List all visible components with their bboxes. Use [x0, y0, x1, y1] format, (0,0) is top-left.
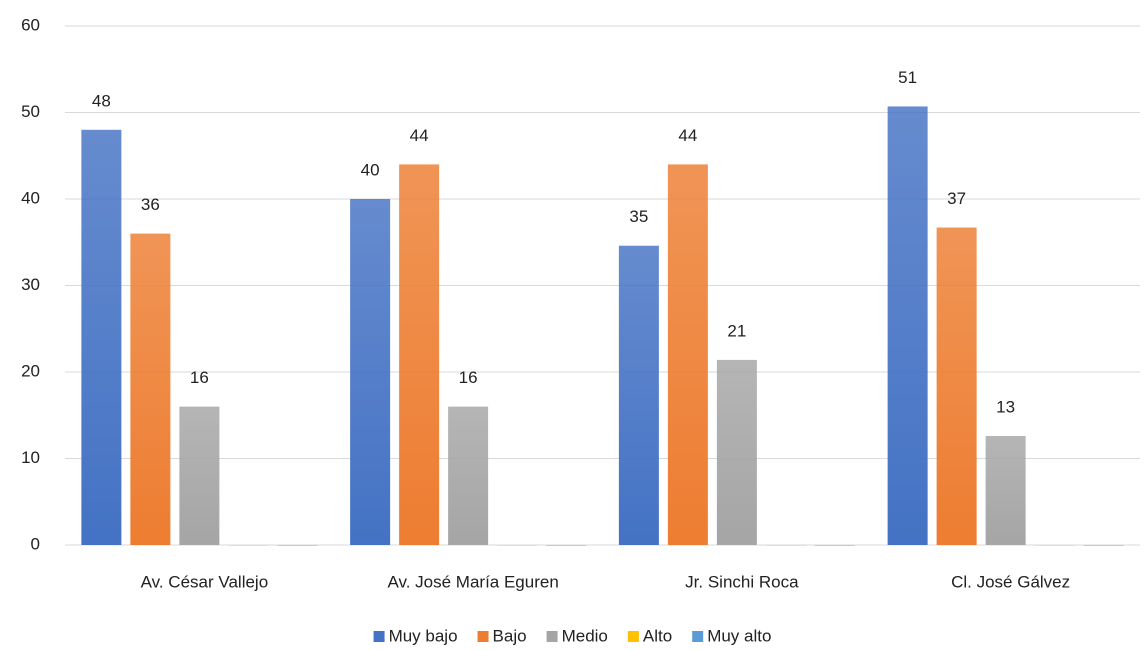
data-label: 51 [898, 68, 917, 87]
data-label: 35 [629, 207, 648, 226]
bar [277, 545, 318, 546]
legend-label: Alto [643, 626, 672, 645]
x-tick-label: Av. José María Eguren [387, 572, 558, 591]
bar [179, 406, 220, 545]
bar [765, 545, 806, 546]
legend-label: Muy alto [707, 626, 771, 645]
data-label: 44 [678, 126, 697, 145]
bar [985, 436, 1026, 545]
y-tick-label: 0 [31, 534, 40, 553]
data-label: 40 [361, 160, 380, 179]
legend: Muy bajo Bajo Medio Alto Muy alto [373, 626, 771, 645]
x-tick-label: Jr. Sinchi Roca [685, 572, 799, 591]
data-label: 16 [459, 368, 478, 387]
data-label: 21 [727, 321, 746, 340]
y-tick-label: 30 [21, 275, 40, 294]
legend-swatch [477, 631, 489, 642]
data-label: 37 [947, 189, 966, 208]
bar [667, 164, 708, 545]
bar [887, 106, 928, 545]
bar [716, 359, 757, 545]
legend-swatch [546, 631, 558, 642]
bar [546, 545, 587, 546]
bar [81, 129, 122, 546]
data-label: 44 [410, 126, 429, 145]
bar [936, 227, 977, 546]
bar [448, 406, 489, 545]
legend-swatch [373, 631, 385, 642]
y-tick-label: 60 [21, 15, 40, 34]
legend-swatch [627, 631, 639, 642]
bar [1034, 545, 1075, 546]
legend-label: Medio [562, 626, 608, 645]
x-tick-label: Av. César Vallejo [141, 572, 269, 591]
y-tick-label: 20 [21, 361, 40, 380]
bar [350, 199, 391, 545]
bar [1083, 545, 1124, 546]
bar [497, 545, 538, 546]
bar [130, 233, 171, 545]
bar [618, 245, 659, 545]
data-label: 13 [996, 397, 1015, 416]
data-label: 48 [92, 91, 111, 110]
bar [228, 545, 269, 546]
legend-swatch [692, 631, 704, 642]
bar [814, 545, 855, 546]
x-tick-label: Cl. José Gálvez [951, 572, 1070, 591]
bar [399, 164, 440, 545]
y-tick-label: 40 [21, 188, 40, 207]
y-tick-label: 50 [21, 102, 40, 121]
data-label: 16 [190, 368, 209, 387]
data-label: 36 [141, 195, 160, 214]
y-tick-label: 10 [21, 448, 40, 467]
legend-label: Muy bajo [389, 626, 458, 645]
legend-label: Bajo [493, 626, 527, 645]
